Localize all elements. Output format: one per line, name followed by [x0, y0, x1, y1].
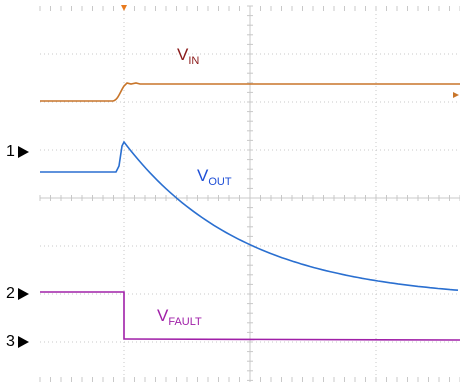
- channel-3-number: 3: [6, 333, 15, 350]
- vfault-label: VFAULT: [157, 306, 202, 328]
- channel-arrow-icon: [17, 288, 29, 300]
- vin-trace: [40, 82, 460, 102]
- vin-label-sub: IN: [188, 55, 200, 67]
- ch-offset-right-icon: [453, 92, 459, 98]
- vin-label-main: V: [177, 45, 189, 64]
- vout-trace: [40, 140, 459, 291]
- vfault-trace: [40, 291, 460, 341]
- channel-arrow-icon: [17, 146, 29, 158]
- channel-1-marker[interactable]: 1: [6, 144, 29, 160]
- vout-label-main: V: [197, 166, 209, 185]
- vfault-label-main: V: [157, 306, 169, 325]
- channel-2-marker[interactable]: 2: [6, 286, 29, 302]
- channel-arrow-icon: [17, 336, 29, 348]
- vout-label: VOUT: [197, 166, 232, 188]
- graticule: [39, 5, 460, 382]
- vout-label-sub: OUT: [208, 176, 232, 188]
- channel-1-number: 1: [6, 143, 15, 160]
- vfault-label-sub: FAULT: [168, 316, 202, 328]
- trigger-marker-icon: [121, 5, 127, 11]
- channel-3-marker[interactable]: 3: [6, 334, 29, 350]
- channel-2-number: 2: [6, 285, 15, 302]
- vin-label: VIN: [177, 45, 199, 67]
